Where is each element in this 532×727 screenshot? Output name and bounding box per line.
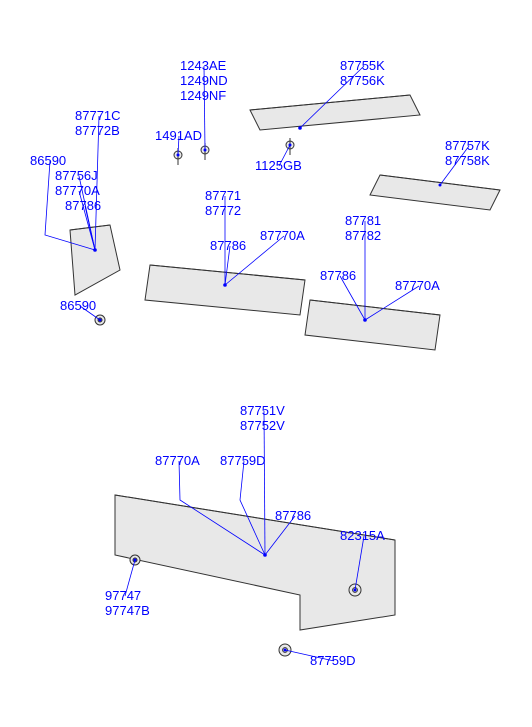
hub-rear-door: [363, 318, 367, 322]
fender-mould: [70, 225, 120, 295]
label-lbl-1249NF[interactable]: 1249NF: [180, 88, 226, 103]
hub-front-door: [223, 283, 227, 287]
side-sill-mould: [115, 495, 395, 630]
label-lbl-87757K[interactable]: 87757K: [445, 138, 490, 153]
label-lbl-87786a[interactable]: 87786: [65, 198, 101, 213]
label-lbl-87755K[interactable]: 87755K: [340, 58, 385, 73]
label-lbl-87786c[interactable]: 87786: [320, 268, 356, 283]
hub-side-sill: [263, 553, 267, 557]
label-lbl-1249ND[interactable]: 1249ND: [180, 73, 228, 88]
label-lbl-87752V[interactable]: 87752V: [240, 418, 285, 433]
label-lbl-86590a[interactable]: 86590: [30, 153, 66, 168]
label-lbl-87759Da[interactable]: 87759D: [220, 453, 266, 468]
label-lbl-97747[interactable]: 97747: [105, 588, 141, 603]
bracket-top-left: [250, 95, 420, 130]
label-lbl-82315A[interactable]: 82315A: [340, 528, 385, 543]
label-lbl-87772B[interactable]: 87772B: [75, 123, 120, 138]
label-lbl-87781[interactable]: 87781: [345, 213, 381, 228]
hub-fender: [93, 248, 97, 252]
label-lbl-87770Ab[interactable]: 87770A: [260, 228, 305, 243]
label-lbl-1243AE[interactable]: 1243AE: [180, 58, 227, 73]
bracket-top-right: [370, 175, 500, 210]
label-lbl-87771C[interactable]: 87771C: [75, 108, 121, 123]
parts-layer: [70, 95, 500, 656]
label-lbl-87782[interactable]: 87782: [345, 228, 381, 243]
label-lbl-87771[interactable]: 87771: [205, 188, 241, 203]
label-lbl-87751V[interactable]: 87751V: [240, 403, 285, 418]
label-lbl-1491AD[interactable]: 1491AD: [155, 128, 202, 143]
label-lbl-87770Ac[interactable]: 87770A: [395, 278, 440, 293]
label-lbl-87759Db[interactable]: 87759D: [310, 653, 356, 668]
hub-top-bracket: [298, 126, 302, 130]
label-lbl-87772[interactable]: 87772: [205, 203, 241, 218]
label-lbl-86590b[interactable]: 86590: [60, 298, 96, 313]
parts-diagram: 1243AE1249ND1249NF87755K87756K87771C8777…: [0, 0, 532, 727]
label-lbl-87786d[interactable]: 87786: [275, 508, 311, 523]
label-lbl-87786b[interactable]: 87786: [210, 238, 246, 253]
label-lbl-97747B[interactable]: 97747B: [105, 603, 150, 618]
label-lbl-1125GB[interactable]: 1125GB: [255, 158, 302, 173]
label-lbl-87770Aa[interactable]: 87770A: [55, 183, 100, 198]
label-lbl-87756J[interactable]: 87756J: [55, 168, 98, 183]
label-lbl-87758K[interactable]: 87758K: [445, 153, 490, 168]
label-lbl-87756K[interactable]: 87756K: [340, 73, 385, 88]
label-lbl-87770Ad[interactable]: 87770A: [155, 453, 200, 468]
